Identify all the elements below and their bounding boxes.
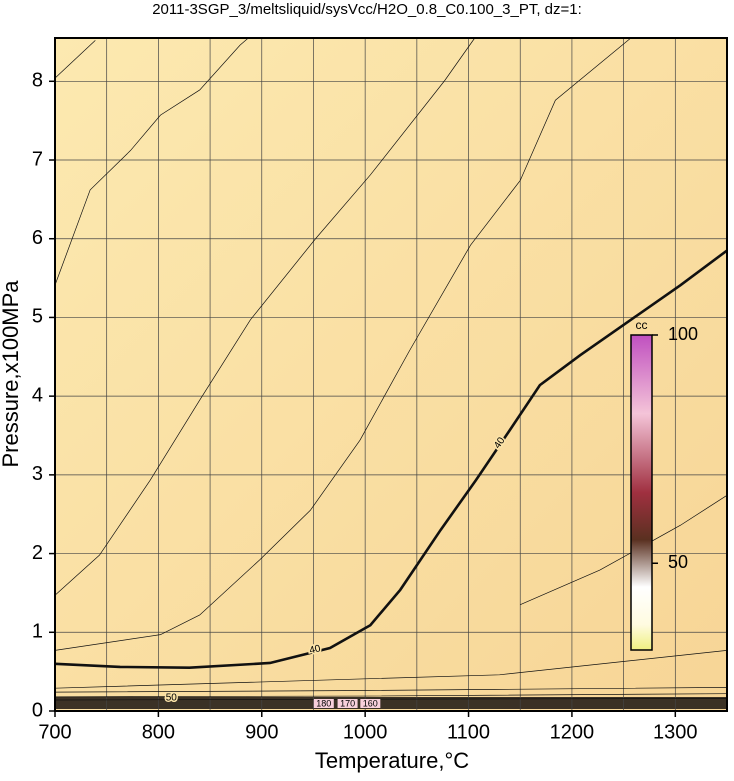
contour-line	[54, 693, 728, 698]
plot-frame	[54, 37, 728, 712]
contour-line	[54, 687, 728, 693]
contour-line	[54, 37, 249, 286]
x-tick-label: 800	[142, 721, 175, 743]
chart-title: 2011-3SGP_3/meltsliquid/sysVcc/H2O_0.8_C…	[152, 1, 582, 18]
contour-label: 180	[316, 698, 331, 708]
contour-line	[54, 249, 728, 670]
x-tick-label: 1200	[550, 721, 595, 743]
contour-label: 170	[340, 698, 355, 708]
contour-label: 50	[166, 692, 178, 703]
contour-line	[54, 650, 728, 689]
y-tick-label: 0	[32, 699, 43, 721]
x-tick-label: 700	[38, 721, 71, 743]
y-axis-label: Pressure,x100MPa	[0, 280, 23, 468]
colorbar-tick-label: 50	[668, 552, 688, 572]
x-tick-label: 900	[245, 721, 278, 743]
y-tick-label: 6	[32, 227, 43, 249]
x-tick-label: 1000	[343, 721, 388, 743]
contour-label: 160	[363, 698, 378, 708]
contour-label-box	[360, 699, 381, 708]
contour-line	[54, 40, 96, 79]
x-tick-label: 1300	[653, 721, 698, 743]
y-tick-label: 1	[32, 621, 43, 643]
plot-background	[55, 38, 727, 711]
x-axis-label: Temperature,°C	[315, 748, 469, 773]
contour-label-box	[337, 699, 358, 708]
y-tick-label: 5	[32, 306, 43, 328]
y-tick-label: 8	[32, 70, 43, 92]
colorbar-label: cc	[636, 318, 648, 332]
y-tick-label: 4	[32, 384, 43, 406]
y-tick-label: 7	[32, 148, 43, 170]
x-tick-label: 1100	[447, 721, 490, 743]
colorbar	[630, 334, 653, 651]
dense-contour-band	[55, 697, 727, 709]
contour-label-box	[313, 699, 334, 708]
contour-line	[54, 37, 632, 651]
contour-line	[54, 37, 476, 596]
colorbar-tick-label: 100	[668, 324, 698, 344]
y-tick-label: 2	[32, 542, 43, 564]
y-tick-label: 3	[32, 463, 43, 485]
contour-label: 40	[308, 643, 322, 656]
